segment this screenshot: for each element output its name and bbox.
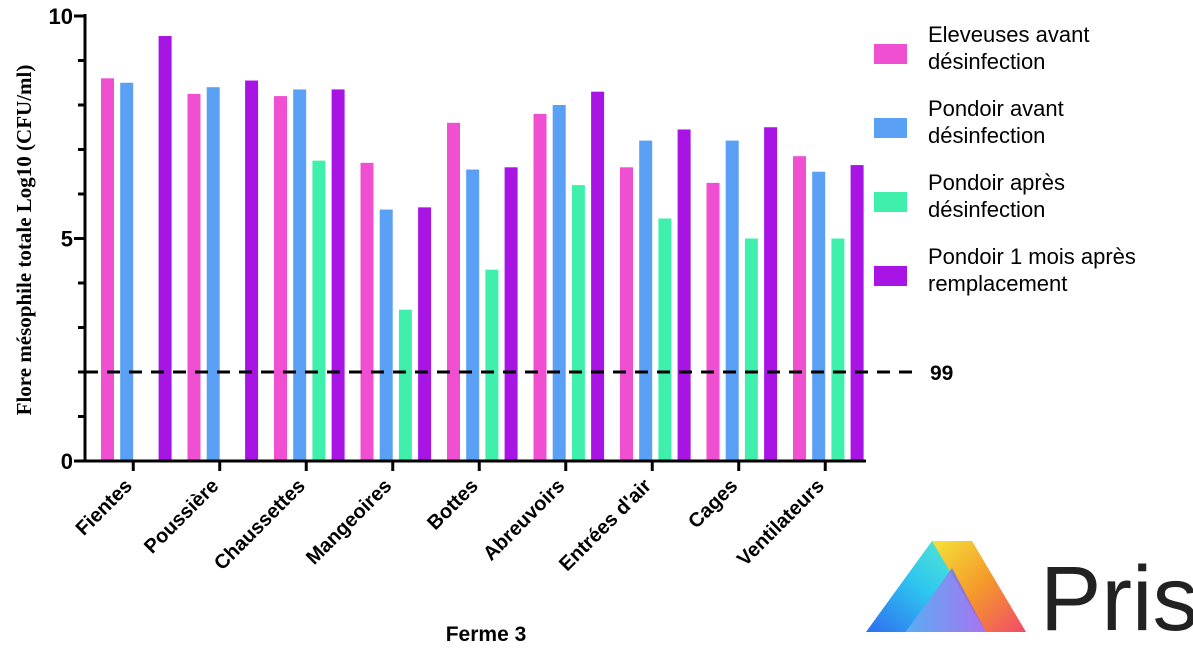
legend-label-line: désinfection	[928, 49, 1045, 74]
legend-label-line: désinfection	[928, 197, 1045, 222]
y-axis-title-group: Flore mésophile totale Log10 (CFU/ml)	[12, 65, 36, 416]
bar	[293, 89, 307, 462]
logo-wordmark: Pris	[1040, 548, 1193, 648]
legend-swatch	[874, 192, 907, 212]
bar	[812, 171, 826, 461]
x-tick-label: Entrées d'air	[555, 475, 656, 576]
bar	[274, 96, 287, 461]
logo-prism-inner-face	[906, 568, 986, 632]
legend-label-line: remplacement	[928, 271, 1067, 296]
bar	[504, 167, 518, 462]
legend-swatch	[874, 266, 907, 286]
bar	[120, 82, 134, 461]
x-tick-label: Abreuvoirs	[479, 475, 569, 565]
y-axis-title: Flore mésophile totale Log10 (CFU/ml)	[12, 65, 36, 416]
x-tick-label: Mangeoires	[302, 475, 396, 569]
bar	[485, 269, 499, 461]
bar	[793, 156, 806, 462]
legend-label-line: Pondoir 1 mois après	[928, 244, 1136, 269]
x-tick-label: Ventilateurs	[733, 475, 829, 571]
bar	[418, 207, 432, 461]
y-tick-label: 0	[61, 449, 73, 474]
x-tick-label: Fientes	[72, 475, 137, 540]
bar	[360, 162, 374, 461]
bar	[677, 129, 691, 461]
plot-area: 99 0 5 10 Fientes PoussièreChaussettesMangeoi…	[49, 4, 954, 576]
legend-label-line: Pondoir avant	[928, 96, 1064, 121]
bar	[187, 93, 201, 461]
legend-swatch	[874, 118, 907, 138]
bar	[639, 140, 653, 461]
legend-label-line: désinfection	[928, 123, 1045, 148]
bar	[158, 36, 172, 462]
legend-label: Pondoir avant désinfection	[928, 96, 1064, 148]
bar	[591, 91, 605, 462]
reference-line-label: 99	[930, 362, 953, 385]
prism-logo: Pris	[866, 541, 1193, 648]
bar	[101, 78, 114, 462]
legend-label-line: Eleveuses avant	[928, 22, 1089, 47]
bar	[552, 105, 566, 461]
bar	[831, 238, 845, 461]
bar	[447, 122, 460, 462]
bar	[850, 165, 864, 461]
legend-label-line: Pondoir après	[928, 170, 1065, 195]
bar	[331, 89, 345, 462]
y-tick-label: 10	[49, 4, 73, 29]
x-tick-label: Poussière	[140, 475, 223, 558]
bar	[245, 80, 259, 462]
bar	[466, 169, 480, 461]
bar	[725, 140, 739, 461]
bar	[764, 127, 778, 461]
bar	[706, 182, 720, 461]
bar	[533, 113, 547, 462]
bar	[744, 238, 758, 461]
x-axis-title: Ferme 3	[446, 623, 527, 646]
x-tick-label: Cages	[684, 475, 742, 533]
legend-label: Pondoir 1 mois après remplacement	[928, 244, 1136, 296]
y-tick-label: 5	[61, 227, 73, 252]
bar	[379, 209, 393, 461]
legend-label: Pondoir après désinfection	[928, 170, 1065, 222]
logo-prism-right-face	[932, 541, 1026, 632]
legend-label: Eleveuses avant désinfection	[928, 22, 1089, 74]
x-tick-label: Chaussettes	[210, 475, 310, 575]
x-tick-label: Bottes	[423, 475, 483, 535]
bar	[206, 87, 220, 461]
bar	[571, 185, 585, 461]
bar	[658, 218, 672, 461]
bar	[398, 309, 412, 461]
bar	[620, 167, 633, 462]
legend-swatch	[874, 44, 907, 64]
bar	[312, 160, 326, 461]
